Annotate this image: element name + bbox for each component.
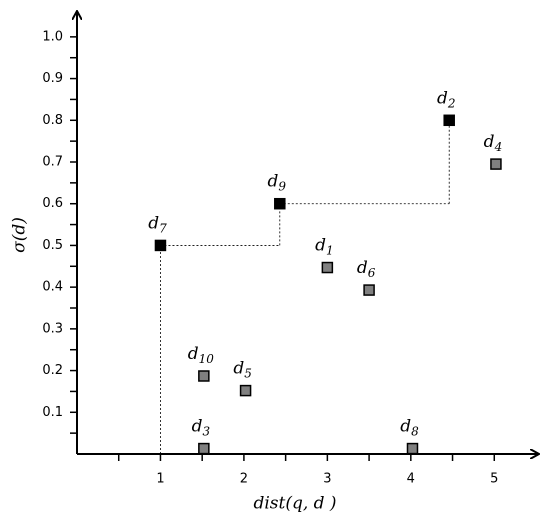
point [274,197,286,210]
point-label-subscript: 2 [447,96,456,110]
y-tick-label: 0.9 [42,71,63,86]
point-label-base: d [400,416,411,436]
point-label: d10 [188,343,215,365]
point [239,384,252,397]
x-tick-label: 1 [156,472,164,487]
point-label-base: d [357,258,368,278]
y-tick-label: 0.6 [42,196,63,211]
point-label-subscript: 7 [159,221,167,235]
point-label: d1 [315,235,334,257]
point-label-subscript: 1 [326,243,334,257]
point [321,261,334,274]
point-label-base: d [233,358,244,378]
point-label-base: d [315,235,326,255]
point [406,442,419,455]
point [198,370,210,382]
x-tick-label: 3 [323,472,331,487]
point-label-subscript: 8 [411,424,419,438]
point-label-subscript: 3 [202,424,210,438]
point-label: d2 [437,88,456,110]
point-label-subscript: 9 [278,179,286,193]
y-tick-label: 1.0 [42,29,63,44]
point [490,158,502,170]
x-axis-label: dist(q, d ) [253,494,336,514]
point-label: d6 [357,258,376,280]
y-tick-label: 0.4 [42,280,63,295]
point-label: d4 [484,132,503,154]
x-tick-label: 5 [490,472,498,487]
point-label-base: d [437,88,448,108]
point-label-subscript: 6 [368,266,376,280]
y-tick-label: 0.7 [42,155,63,170]
point-label-base: d [484,132,495,152]
point-label-subscript: 5 [244,366,252,380]
point-label-base: d [188,343,199,363]
point-label: d5 [233,358,252,380]
y-tick-label: 0.1 [42,405,63,420]
point-label-subscript: 10 [199,351,215,365]
point-label-base: d [148,213,159,233]
y-axis-label: σ(d) [10,217,30,253]
point-label: d3 [192,416,211,438]
point-label: d9 [268,171,287,193]
point-label: d7 [148,213,167,235]
point [154,239,167,252]
y-tick-label: 0.3 [42,321,63,336]
point [363,284,375,296]
x-tick-label: 4 [407,472,415,487]
y-tick-label: 0.2 [42,363,63,378]
point-label: d8 [400,416,419,438]
y-tick-label: 0.8 [42,113,63,128]
point [198,442,210,455]
point-label-base: d [192,416,203,436]
point-label-subscript: 4 [494,140,503,154]
y-tick-label: 0.5 [42,238,63,253]
point [443,114,455,127]
x-tick-label: 2 [240,472,248,487]
point-label-base: d [268,171,279,191]
